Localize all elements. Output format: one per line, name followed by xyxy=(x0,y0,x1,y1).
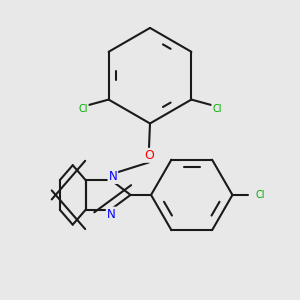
Text: N: N xyxy=(107,208,116,220)
Text: O: O xyxy=(144,149,154,162)
Text: Cl: Cl xyxy=(78,104,88,114)
Text: N: N xyxy=(109,170,117,183)
Text: Cl: Cl xyxy=(255,190,265,200)
Text: Cl: Cl xyxy=(212,104,222,114)
